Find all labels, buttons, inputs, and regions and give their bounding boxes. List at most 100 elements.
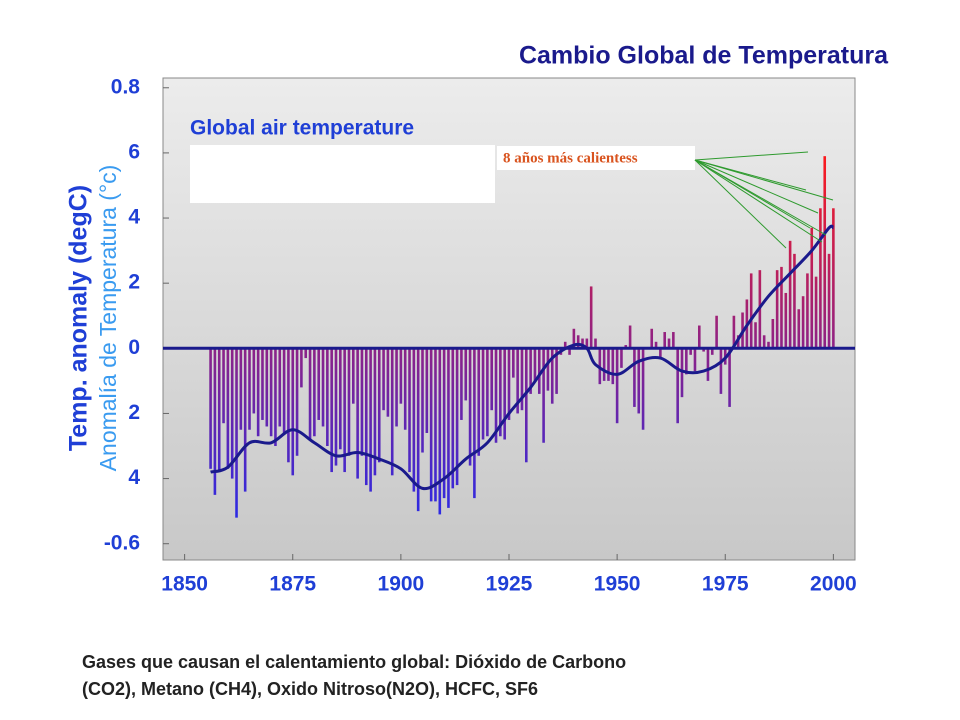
- bar: [209, 348, 212, 469]
- bar: [313, 348, 316, 437]
- bar: [832, 208, 835, 349]
- bar: [356, 348, 359, 479]
- bar: [589, 286, 593, 349]
- bar: [222, 348, 225, 424]
- bar: [728, 348, 731, 407]
- bar: [576, 335, 580, 349]
- bar: [347, 348, 351, 456]
- annotation-lines: [694, 151, 834, 249]
- y-tick-label: 0.8: [111, 75, 141, 98]
- bar: [563, 341, 567, 349]
- bar: [533, 348, 537, 381]
- x-tick-label: 2000: [810, 573, 857, 596]
- bar: [243, 348, 247, 492]
- bar: [226, 348, 230, 469]
- bar: [442, 348, 446, 499]
- bar: [373, 348, 377, 476]
- bar: [291, 348, 295, 476]
- y-tick-label: 2: [128, 401, 140, 424]
- bar: [317, 348, 320, 420]
- bar: [732, 315, 736, 349]
- inner-title: Global air temperature: [190, 117, 414, 140]
- bar: [611, 348, 615, 385]
- bar: [382, 348, 385, 411]
- y-tick-label: 4: [128, 206, 140, 229]
- bar: [602, 348, 606, 381]
- bar: [503, 348, 506, 440]
- x-tick-label: 1975: [702, 573, 749, 596]
- bar: [217, 348, 221, 473]
- bar: [537, 348, 541, 394]
- bar: [213, 348, 217, 495]
- caption-line: Gases que causan el calentamiento global…: [82, 652, 626, 672]
- bar: [754, 322, 757, 349]
- annotation: 8 años más calientess: [503, 150, 638, 166]
- bar: [762, 335, 766, 349]
- bar: [542, 348, 545, 443]
- bar: [572, 328, 576, 349]
- bar: [810, 227, 814, 349]
- bar: [481, 348, 485, 440]
- bar: [364, 348, 368, 486]
- y-tick-label: 0: [128, 336, 140, 359]
- bar: [235, 348, 238, 518]
- bar: [689, 348, 692, 355]
- y-tick-label: 4: [128, 466, 140, 489]
- bar: [477, 348, 481, 456]
- bar: [512, 348, 515, 378]
- bar: [265, 348, 269, 427]
- x-tick-label: 1900: [378, 573, 425, 596]
- bar: [607, 348, 610, 381]
- bar: [819, 208, 822, 349]
- bar: [659, 348, 662, 359]
- bar: [715, 315, 718, 349]
- y-tick-label: -0.6: [104, 531, 140, 554]
- bar: [801, 296, 805, 349]
- bar: [412, 348, 416, 492]
- bar: [256, 348, 260, 437]
- bar: [827, 253, 831, 349]
- bar: [550, 348, 554, 404]
- bar: [650, 328, 654, 349]
- bar: [304, 348, 308, 359]
- bar: [784, 292, 788, 349]
- bar: [516, 348, 519, 414]
- bar: [637, 348, 641, 414]
- marks: [163, 156, 855, 518]
- bar: [490, 348, 493, 411]
- bar: [615, 348, 619, 424]
- bar: [269, 348, 273, 437]
- x-tick-label: 1950: [594, 573, 641, 596]
- bar: [780, 266, 783, 349]
- bar: [408, 348, 411, 473]
- bar: [473, 348, 476, 499]
- bar: [486, 348, 489, 437]
- bar: [693, 348, 697, 372]
- bar: [399, 348, 403, 404]
- bar: [499, 348, 502, 437]
- bar: [585, 338, 589, 349]
- bar: [767, 341, 770, 349]
- legend-cover: [190, 145, 495, 203]
- bar: [360, 348, 364, 456]
- bar: [719, 348, 723, 394]
- y-axis-label-overlay: Anomalía de Temperatura (°c): [95, 165, 121, 472]
- bar: [464, 348, 468, 401]
- bar: [386, 348, 390, 417]
- bar: [507, 348, 511, 420]
- bar: [594, 338, 597, 349]
- bar: [429, 348, 433, 502]
- bar: [403, 348, 407, 430]
- bar: [525, 348, 528, 463]
- bar: [793, 253, 796, 349]
- bar: [308, 348, 312, 440]
- bar: [287, 348, 290, 463]
- bar: [706, 348, 710, 381]
- bar: [685, 348, 688, 375]
- bar: [248, 348, 251, 430]
- bar: [447, 348, 450, 508]
- bar: [460, 348, 463, 420]
- bar: [321, 348, 325, 427]
- bar: [702, 348, 705, 352]
- bar: [261, 348, 264, 420]
